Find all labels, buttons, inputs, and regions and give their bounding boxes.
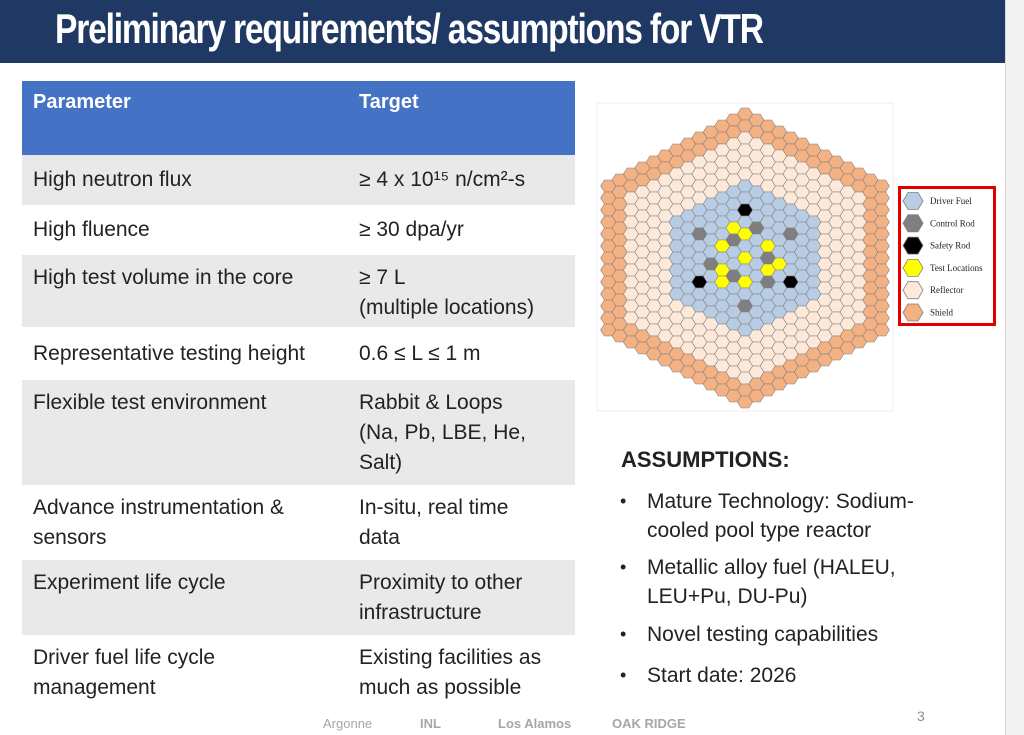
legend-label: Shield (930, 308, 954, 318)
assumptions-heading: ASSUMPTIONS: (621, 447, 790, 472)
table-cell: 0.6 ≤ L ≤ 1 m (359, 342, 481, 365)
table-cell: (Na, Pb, LBE, He, (359, 421, 526, 444)
bullet: • (620, 557, 627, 577)
legend-swatch (902, 192, 924, 210)
assumption-line: Start date: 2026 (647, 664, 797, 687)
table-row (22, 155, 575, 206)
table-cell: High fluence (33, 218, 150, 241)
table-cell: (multiple locations) (359, 296, 535, 319)
bullet: • (620, 491, 627, 511)
legend-label: Reflector (930, 285, 963, 295)
partner-logo: Argonne (323, 716, 373, 731)
assumption-line: Metallic alloy fuel (HALEU, (647, 556, 896, 579)
table-cell: High test volume in the core (33, 266, 294, 289)
table-cell: Salt) (359, 451, 403, 474)
bullet: • (620, 665, 627, 685)
table-cell: much as possible (359, 676, 522, 699)
legend-label: Test Locations (930, 263, 983, 273)
table-cell: ≥ 4 x 10¹⁵ n/cm²-s (359, 168, 526, 191)
table-cell: Advance instrumentation & (33, 496, 284, 519)
legend-swatch (902, 303, 924, 322)
table-row (22, 327, 575, 381)
assumption-line: cooled pool type reactor (647, 519, 872, 542)
table-cell: sensors (33, 526, 107, 549)
table-row (22, 380, 575, 486)
partner-logo: Los Alamos (498, 716, 572, 731)
table-cell: Existing facilities as (359, 646, 542, 669)
legend-label: Safety Rod (930, 241, 971, 251)
table-cell: Rabbit & Loops (359, 391, 503, 414)
legend-swatch (902, 214, 924, 233)
legend-label: Driver Fuel (930, 196, 972, 206)
title-bar (0, 0, 1005, 63)
table-cell: Driver fuel life cycle (33, 646, 216, 669)
table-cell: Representative testing height (33, 342, 306, 365)
header-cell: Target (359, 91, 419, 113)
table-cell: Experiment life cycle (33, 571, 226, 594)
assumption-line: Mature Technology: Sodium- (647, 490, 914, 513)
table-row (22, 635, 575, 711)
table-cell: Proximity to other (359, 571, 523, 594)
table-cell: data (359, 526, 400, 549)
core-cell (873, 323, 890, 337)
partner-logo: OAK RIDGE (612, 716, 686, 731)
slide-edge (1005, 0, 1024, 735)
bullet: • (620, 624, 627, 644)
table-cell: Flexible test environment (33, 391, 267, 414)
table-cell: High neutron flux (33, 168, 192, 191)
legend-swatch (902, 281, 924, 300)
legend-swatch (902, 236, 924, 255)
partner-logo: INL (420, 716, 441, 731)
table-cell: ≥ 7 L (359, 266, 406, 289)
page-number: 3 (917, 708, 925, 724)
table-cell: infrastructure (359, 601, 482, 624)
table-cell: management (33, 676, 156, 699)
header-cell: Parameter (33, 91, 131, 113)
table-cell: In-situ, real time (359, 496, 509, 519)
table-cell: ≥ 30 dpa/yr (359, 218, 464, 241)
slide-title: Preliminary requirements/ assumptions fo… (55, 5, 764, 52)
assumption-line: LEU+Pu, DU-Pu) (647, 585, 808, 608)
legend-box (898, 186, 996, 326)
legend-swatch (902, 258, 924, 277)
legend-label: Control Rod (930, 218, 975, 228)
assumption-line: Novel testing capabilities (647, 623, 879, 646)
header-row (22, 81, 575, 155)
